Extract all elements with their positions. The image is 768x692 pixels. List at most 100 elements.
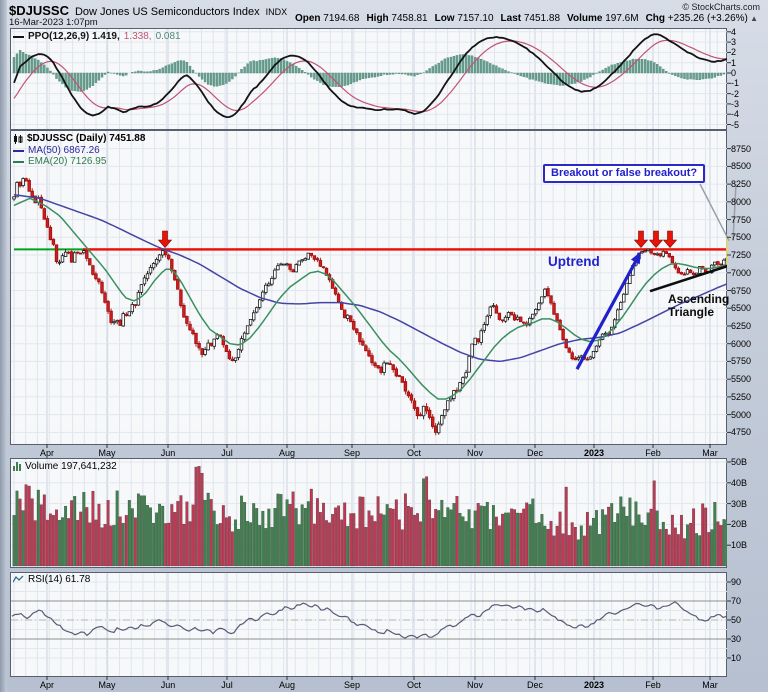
month-label: Nov [466,680,483,690]
change-direction-icon: ▲ [747,14,758,23]
ppo-hist-value: 0.081 [155,31,181,42]
ascending-triangle-annotation[interactable]: Ascending Triangle [668,293,729,319]
quote-datetime: 16-Mar-2023 1:07pm [9,17,98,28]
ppo-axis-tick: 0 [731,68,737,78]
ema20-legend: EMA(20) 7126.95 [13,156,106,167]
exchange-label: INDX [265,7,288,17]
month-label: Oct [406,448,421,458]
month-label: Aug [278,680,295,690]
index-name: Dow Jones US Semiconductors Index [74,6,260,18]
candlestick-icon [14,133,23,144]
month-label: Feb [645,680,661,690]
volume-legend: Volume 197,641,232 [13,461,117,472]
price-axis-tick: 6000 [731,339,752,349]
quote-value-chg: +235.26 (+3.26%) [665,13,748,24]
rsi-axis-tick: 50 [731,615,742,625]
price-axis-tick: 8750 [731,144,752,154]
month-label: 2023 [583,448,605,458]
month-label: May [98,680,116,690]
month-label: Apr [39,448,54,458]
volume-axis-tick: 30B [731,499,748,509]
volume-axis-tick: 50B [731,457,748,467]
quote-value-open: 7194.68 [320,13,360,24]
ppo-axis-tick: -4 [731,109,740,119]
month-label: Sep [343,680,360,690]
rsi-line-icon [13,575,24,583]
price-axis-tick: 8000 [731,197,752,207]
month-label: May [98,448,116,458]
month-label: Jun [160,680,176,690]
ppo-legend-label: PPO(12,26,9) [28,31,90,42]
ppo-signal-value: 1.338, [123,31,152,42]
month-label: Aug [278,448,295,458]
ema20-label: EMA(20) 7126.95 [28,156,107,167]
price-axis-tick: 7250 [731,250,752,260]
price-axis-tick: 5500 [731,374,752,384]
rsi-legend: RSI(14) 61.78 [13,574,90,585]
month-label: Nov [466,448,483,458]
ma50-legend: MA(50) 6867.26 [13,145,100,156]
price-axis-tick: 5250 [731,392,752,402]
quote-value-high: 7458.81 [388,13,428,24]
price-axis-tick: 4750 [731,427,752,437]
quote-value-low: 7157.10 [454,13,494,24]
price-legend: $DJUSSC (Daily) 7451.88 [13,133,145,144]
stockcharts-credit: © StockCharts.com [682,2,760,12]
volume-axis-tick: 40B [731,478,748,488]
quote-value-volume: 197.6M [602,13,639,24]
ppo-axis-tick: 3 [731,37,737,47]
price-axis-tick: 6500 [731,303,752,313]
price-axis-tick: 5000 [731,410,752,420]
month-label: Jul [221,680,233,690]
month-label: Oct [406,680,421,690]
ppo-axis-tick: 2 [731,47,737,57]
month-label: Dec [526,680,543,690]
ppo-axis-tick: -5 [731,120,740,130]
header: $DJUSSC Dow Jones US Semiconductors Inde… [9,3,287,18]
rsi-axis-tick: 70 [731,596,742,606]
month-label: Dec [526,448,543,458]
quote-label-low: Low [434,13,455,24]
price-axis-tick: 5750 [731,356,752,366]
quote-label-open: Open [294,13,321,24]
ohlc-quote-line: Open 7194.68 High 7458.81 Low 7157.10 Last … [288,13,758,24]
price-legend-label: $DJUSSC (Daily) 7451.88 [27,133,146,144]
quote-label-volume: Volume [567,13,603,24]
ppo-axis-tick: -2 [731,89,740,99]
rsi-axis-tick: 10 [731,653,742,663]
price-axis-tick: 7000 [731,268,752,278]
ppo-axis-tick: 1 [731,58,737,68]
ma50-label: MA(50) 6867.26 [28,145,100,156]
breakout-annotation-box[interactable]: Breakout or false breakout? [543,164,706,183]
ppo-axis-tick: 4 [731,27,737,37]
ascending-line1: Ascending [668,292,730,306]
ppo-legend: PPO(12,26,9) 1.419, 1.338, 0.081 [13,31,181,42]
month-label: Mar [702,680,718,690]
volume-panel [10,458,727,568]
month-label: Feb [645,448,661,458]
rsi-panel [10,572,727,677]
quote-label-chg: Chg [645,13,666,24]
symbol-ticker: $DJUSSC [9,3,69,18]
quote-label-high: High [366,13,389,24]
volume-bars-icon [13,462,21,471]
rsi-legend-label: RSI(14) 61.78 [28,574,91,585]
ppo-line-swatch-icon [13,35,24,38]
rsi-axis-tick: 90 [731,577,742,587]
month-label: 2023 [583,680,605,690]
ppo-value: 1.419, [91,31,120,42]
month-label: Jun [160,448,176,458]
price-axis-tick: 8500 [731,161,752,171]
ascending-line2: Triangle [668,305,715,319]
ma50-swatch-icon [13,149,24,152]
ppo-axis-tick: -3 [731,99,740,109]
ppo-axis-tick: -1 [731,78,740,88]
volume-legend-label: Volume 197,641,232 [25,461,117,472]
month-label: Apr [39,680,54,690]
uptrend-annotation[interactable]: Uptrend [548,254,600,269]
ppo-panel [10,28,727,130]
price-axis-tick: 6750 [731,286,752,296]
price-axis-tick: 7750 [731,215,752,225]
ema20-swatch-icon [13,160,24,163]
